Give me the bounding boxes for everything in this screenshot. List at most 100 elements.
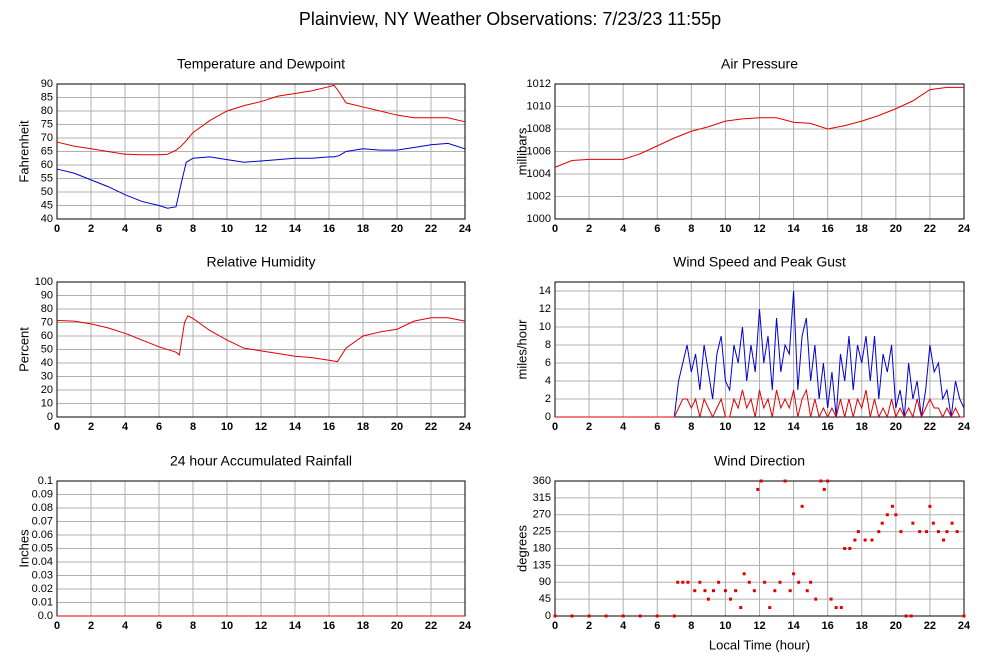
data-point	[899, 530, 903, 534]
x-tick-label: 4	[122, 421, 129, 433]
x-tick-label: 10	[221, 421, 233, 433]
data-point	[686, 580, 690, 584]
x-tick-label: 24	[958, 223, 971, 235]
x-tick-label: 18	[856, 223, 868, 235]
y-tick-label: 1006	[527, 145, 551, 157]
y-tick-label: 0.02	[32, 583, 53, 595]
data-point	[955, 530, 959, 534]
data-point	[928, 504, 932, 508]
x-tick-label: 4	[620, 223, 627, 235]
x-tick-label: 16	[323, 620, 335, 632]
x-tick-label: 20	[391, 223, 403, 235]
data-point	[870, 538, 874, 542]
data-point	[638, 614, 642, 618]
x-tick-label: 12	[753, 421, 765, 433]
data-point	[706, 597, 710, 601]
data-point	[711, 589, 715, 593]
data-point	[877, 530, 881, 534]
y-tick-label: 40	[41, 213, 53, 225]
x-tick-label: 14	[787, 620, 800, 632]
y-tick-label: 20	[41, 384, 53, 396]
y-tick-label: 0	[47, 411, 53, 423]
x-tick-label: 10	[221, 620, 233, 632]
y-tick-label: 10	[539, 321, 551, 333]
data-point	[768, 606, 772, 610]
y-tick-label: 0.0	[38, 610, 53, 622]
y-tick-label: 90	[539, 576, 551, 588]
x-tick-label: 10	[719, 620, 731, 632]
x-tick-label: 20	[890, 223, 902, 235]
data-point	[788, 589, 792, 593]
chart-title: Wind Direction	[714, 453, 805, 469]
y-axis-label: Percent	[16, 327, 31, 372]
chart-title: 24 hour Accumulated Rainfall	[170, 453, 352, 469]
data-point	[962, 614, 966, 618]
data-point	[698, 580, 702, 584]
data-point	[822, 487, 826, 491]
data-point	[734, 589, 738, 593]
data-point	[911, 521, 915, 525]
plot-frame	[56, 281, 466, 418]
x-tick-label: 12	[255, 620, 267, 632]
data-point	[843, 547, 847, 550]
data-point	[826, 479, 830, 483]
x-tick-label: 24	[459, 223, 472, 235]
y-tick-label: 10	[41, 397, 53, 409]
y-tick-label: 225	[533, 526, 551, 538]
data-point	[945, 530, 949, 534]
x-tick-label: 8	[688, 620, 694, 632]
data-point	[904, 614, 908, 618]
y-tick-label: 0.09	[32, 488, 53, 500]
y-tick-label: 1000	[527, 213, 551, 225]
x-tick-label: 22	[924, 421, 936, 433]
y-tick-label: 180	[533, 542, 551, 554]
data-point	[839, 606, 843, 610]
y-tick-label: 1002	[527, 190, 551, 202]
x-tick-label: 0	[54, 421, 60, 433]
data-point	[752, 589, 756, 593]
data-point	[848, 547, 852, 550]
x-tick-label: 18	[856, 620, 868, 632]
y-axis-label: millibars	[514, 127, 529, 175]
x-tick-label: 0	[552, 421, 558, 433]
x-tick-label: 2	[88, 421, 94, 433]
data-point	[739, 606, 743, 610]
y-tick-label: 315	[533, 492, 551, 504]
x-tick-label: 14	[289, 421, 302, 433]
data-point	[773, 589, 777, 593]
y-tick-label: 270	[533, 509, 551, 521]
x-tick-label: 6	[654, 620, 660, 632]
data-point	[880, 521, 884, 525]
y-tick-label: 135	[533, 559, 551, 571]
plot-frame	[554, 281, 965, 418]
x-tick-label: 6	[156, 620, 162, 632]
x-tick-label: 16	[822, 223, 834, 235]
x-tick-label: 6	[654, 421, 660, 433]
x-axis-label: Local Time (hour)	[709, 637, 810, 652]
data-point	[747, 580, 751, 584]
x-tick-label: 2	[586, 223, 592, 235]
data-point	[909, 614, 913, 618]
x-tick-label: 6	[654, 223, 660, 235]
data-point	[829, 597, 833, 601]
data-point	[819, 479, 823, 483]
data-point	[778, 580, 782, 584]
y-tick-label: 50	[41, 343, 53, 355]
data-point	[621, 614, 625, 618]
y-tick-label: 6	[545, 357, 551, 369]
x-tick-label: 10	[221, 223, 233, 235]
data-point	[885, 513, 889, 517]
y-tick-label: 0.08	[32, 502, 53, 514]
y-tick-label: 0	[545, 411, 551, 423]
data-point	[797, 580, 801, 584]
x-tick-label: 0	[552, 620, 558, 632]
x-tick-label: 6	[156, 421, 162, 433]
y-tick-label: 1012	[527, 78, 551, 90]
x-tick-label: 2	[88, 620, 94, 632]
y-tick-label: 360	[533, 475, 551, 487]
y-tick-label: 45	[41, 199, 53, 211]
data-point	[890, 504, 894, 508]
y-tick-label: 0.04	[32, 556, 53, 568]
x-tick-label: 14	[289, 223, 302, 235]
